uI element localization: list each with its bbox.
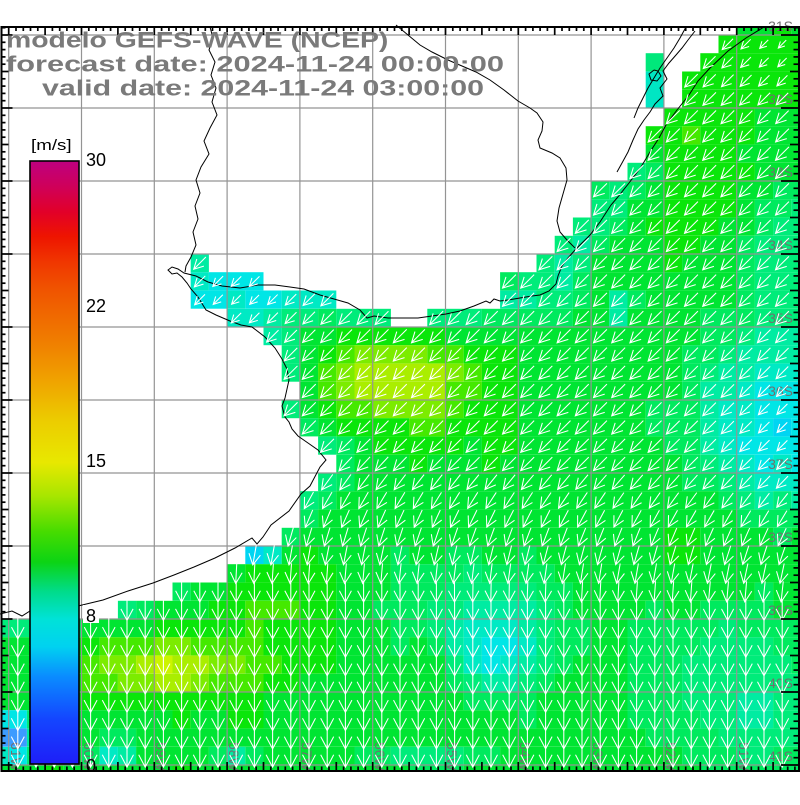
svg-text:8: 8 xyxy=(86,606,96,626)
svg-text:33S: 33S xyxy=(768,164,793,180)
svg-text:60W: 60W xyxy=(81,742,97,772)
svg-text:32S: 32S xyxy=(768,91,793,107)
svg-text:modelo GEFS-WAVE (NCEP): modelo GEFS-WAVE (NCEP) xyxy=(6,28,388,52)
svg-text:30: 30 xyxy=(86,150,106,170)
svg-text:35S: 35S xyxy=(768,310,793,326)
svg-text:40S: 40S xyxy=(768,675,793,691)
svg-text:0: 0 xyxy=(86,756,96,776)
svg-text:41S: 41S xyxy=(768,748,793,764)
svg-text:36S: 36S xyxy=(768,383,793,399)
svg-text:34S: 34S xyxy=(768,237,793,253)
svg-text:39S: 39S xyxy=(768,602,793,618)
svg-text:37S: 37S xyxy=(768,456,793,472)
svg-text:51W: 51W xyxy=(736,742,752,772)
svg-text:56W: 56W xyxy=(372,742,388,772)
svg-text:15: 15 xyxy=(86,451,106,471)
svg-text:valid date: 2024-11-24 03:00:0: valid date: 2024-11-24 03:00:00 xyxy=(42,76,484,101)
svg-text:38S: 38S xyxy=(768,529,793,545)
svg-text:forecast date: 2024-11-24 00:0: forecast date: 2024-11-24 00:00:00 xyxy=(6,52,504,77)
svg-text:22: 22 xyxy=(86,296,106,316)
svg-text:[m/s]: [m/s] xyxy=(31,137,72,154)
